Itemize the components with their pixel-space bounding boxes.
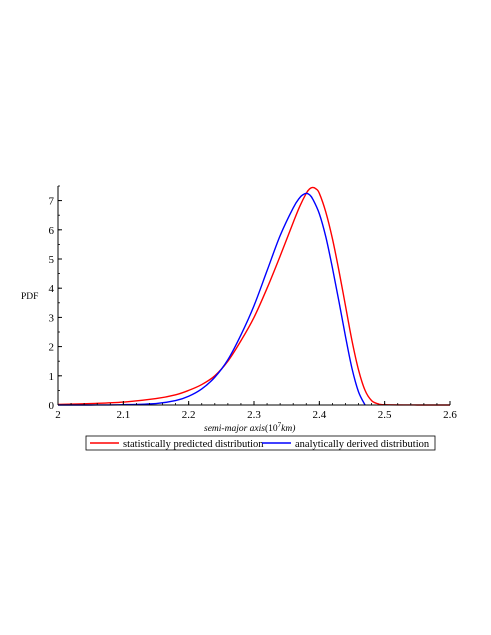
- x-tick-label: 2.4: [312, 409, 326, 421]
- x-tick-label: 2.1: [116, 409, 130, 421]
- legend-label-analytical: analytically derived distribution: [295, 439, 430, 450]
- legend-label-statistical: statistically predicted distribution: [123, 439, 264, 450]
- y-tick-label: 7: [49, 196, 55, 208]
- x-axis-label: semi-major axis(107km): [204, 421, 295, 434]
- legend: statistically predicted distribution ana…: [85, 435, 436, 451]
- y-tick-label: 0: [49, 400, 55, 412]
- y-tick-label: 2: [49, 342, 55, 354]
- legend-box: [85, 435, 436, 451]
- y-tick-label: 4: [49, 283, 55, 295]
- series-line-analytical: [58, 192, 366, 406]
- x-axis-label-exponent: 7: [278, 421, 282, 429]
- x-axis-label-paren: (10: [265, 423, 278, 434]
- series-line-statistical: [57, 186, 450, 406]
- x-axis-label-main: semi-major axis: [204, 424, 265, 434]
- plot-curves: [57, 186, 450, 406]
- x-tick-label: 2.5: [378, 409, 392, 421]
- ticks: 2 2.1 2.2 2.3 2.4 2.5 2.6 0 1 2 3 4 5 6 7: [49, 185, 457, 421]
- x-tick-label: 2.6: [443, 409, 457, 421]
- x-tick-label: 2.3: [247, 409, 261, 421]
- y-tick-label: 6: [49, 225, 55, 237]
- y-tick-label: 1: [49, 371, 55, 383]
- axes: [57, 186, 450, 406]
- x-tick-label: 2: [55, 409, 61, 421]
- y-tick-label: 3: [49, 312, 55, 324]
- x-tick-label: 2.2: [182, 409, 196, 421]
- x-axis-label-unit: km): [281, 423, 295, 434]
- y-axis-label: PDF: [21, 292, 38, 302]
- y-tick-label: 5: [49, 254, 55, 266]
